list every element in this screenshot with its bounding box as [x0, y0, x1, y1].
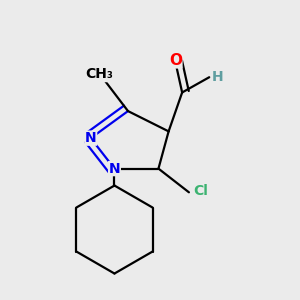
Text: Cl: Cl [193, 184, 208, 198]
Text: H: H [212, 70, 224, 84]
Text: N: N [109, 162, 120, 176]
Text: CH₃: CH₃ [85, 67, 113, 81]
Text: N: N [85, 131, 97, 145]
Text: O: O [169, 53, 182, 68]
